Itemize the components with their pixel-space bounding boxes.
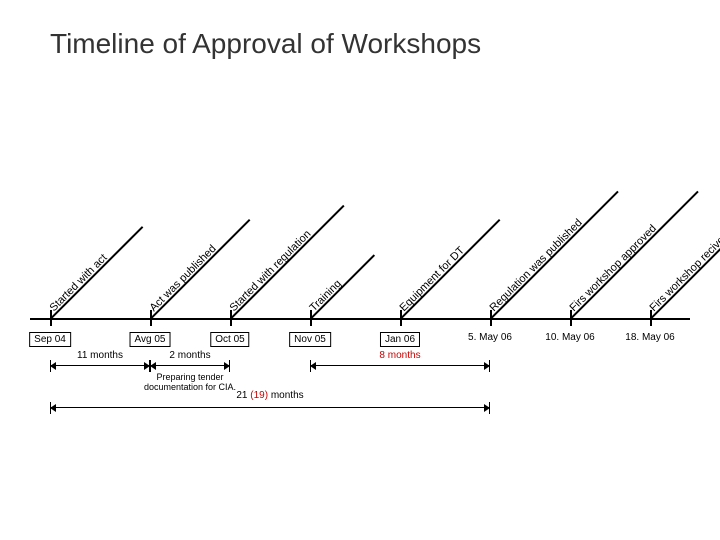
tick-label: Jan 06 — [380, 332, 420, 347]
duration-bar — [150, 360, 230, 372]
tick-label: Oct 05 — [210, 332, 249, 347]
event-label: Act was published — [148, 243, 219, 314]
duration-label: 2 months — [169, 350, 210, 361]
duration-bar — [310, 360, 490, 372]
timeline: Sep 04 Avg 05 Oct 05 Nov 05 Jan 06 5. May 06 1… — [30, 150, 690, 390]
event-label: Firs workshop approved — [568, 223, 659, 314]
tick-label: Sep 04 — [29, 332, 71, 347]
axis-line — [30, 318, 690, 320]
tick-label: Avg 05 — [130, 332, 171, 347]
total-duration-bar — [50, 402, 490, 414]
event-label: Started with regulation — [228, 228, 314, 314]
tick-label: 18. May 06 — [625, 332, 674, 343]
event-label: Regulation was published — [488, 217, 585, 314]
note-text: Preparing tenderdocumentation for CIA. — [144, 372, 236, 392]
total-duration-label: 21 (19) months — [236, 390, 303, 401]
duration-label: 11 months — [77, 350, 123, 361]
event-label: Equipment for DT — [398, 245, 467, 314]
event-label: Started with act — [48, 252, 110, 314]
tick-label: Nov 05 — [289, 332, 331, 347]
duration-label: 8 months — [379, 350, 420, 361]
tick-label: 10. May 06 — [545, 332, 594, 343]
page-title: Timeline of Approval of Workshops — [50, 28, 481, 60]
tick-label: 5. May 06 — [468, 332, 512, 343]
duration-bar — [50, 360, 150, 372]
event-label: Training — [308, 278, 344, 314]
